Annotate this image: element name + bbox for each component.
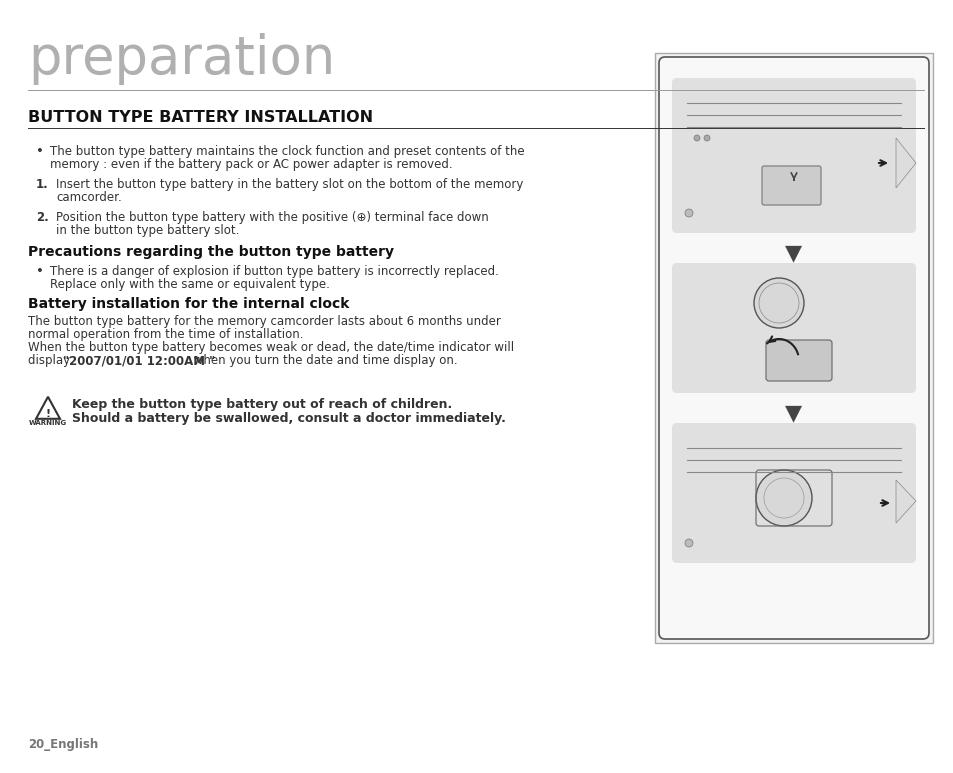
Text: 2.: 2.	[36, 211, 49, 224]
Text: in the button type battery slot.: in the button type battery slot.	[56, 224, 239, 237]
Text: Position the button type battery with the positive (⊕) terminal face down: Position the button type battery with th…	[56, 211, 488, 224]
FancyBboxPatch shape	[672, 67, 914, 175]
Text: ▼: ▼	[784, 243, 801, 263]
Text: 1.: 1.	[36, 178, 49, 191]
Text: when you turn the date and time display on.: when you turn the date and time display …	[190, 354, 457, 367]
FancyBboxPatch shape	[791, 113, 814, 129]
Text: Replace only with the same or equivalent type.: Replace only with the same or equivalent…	[50, 278, 330, 291]
Text: !: !	[46, 409, 51, 419]
Circle shape	[693, 135, 700, 141]
FancyBboxPatch shape	[763, 87, 803, 109]
Circle shape	[766, 113, 783, 130]
Text: preparation: preparation	[28, 33, 335, 85]
FancyBboxPatch shape	[765, 340, 831, 381]
FancyBboxPatch shape	[761, 166, 821, 205]
Circle shape	[753, 278, 803, 328]
Text: Keep the button type battery out of reach of children.: Keep the button type battery out of reac…	[71, 398, 452, 411]
Circle shape	[755, 470, 811, 526]
Text: "2007/01/01 12:00AM ": "2007/01/01 12:00AM "	[63, 354, 215, 367]
Text: The button type battery maintains the clock function and preset contents of the: The button type battery maintains the cl…	[50, 145, 524, 158]
Text: Precautions regarding the button type battery: Precautions regarding the button type ba…	[28, 245, 394, 259]
Text: The button type battery for the memory camcorder lasts about 6 months under: The button type battery for the memory c…	[28, 315, 500, 328]
Text: normal operation from the time of installation.: normal operation from the time of instal…	[28, 328, 303, 341]
FancyBboxPatch shape	[741, 102, 825, 141]
Text: BUTTON TYPE BATTERY INSTALLATION: BUTTON TYPE BATTERY INSTALLATION	[28, 110, 373, 125]
Text: camcorder.: camcorder.	[56, 191, 122, 204]
FancyBboxPatch shape	[659, 57, 928, 639]
Circle shape	[684, 539, 692, 547]
FancyBboxPatch shape	[655, 53, 932, 643]
Circle shape	[684, 209, 692, 217]
Circle shape	[770, 117, 779, 125]
FancyBboxPatch shape	[671, 263, 915, 393]
Text: There is a danger of explosion if button type battery is incorrectly replaced.: There is a danger of explosion if button…	[50, 265, 498, 278]
Text: •: •	[36, 145, 44, 158]
Text: •: •	[36, 265, 44, 278]
Text: display: display	[28, 354, 73, 367]
Polygon shape	[895, 480, 915, 523]
Text: Should a battery be swallowed, consult a doctor immediately.: Should a battery be swallowed, consult a…	[71, 412, 505, 425]
Text: WARNING: WARNING	[29, 420, 67, 426]
Text: ▼: ▼	[784, 403, 801, 423]
Text: Insert the button type battery in the battery slot on the bottom of the memory: Insert the button type battery in the ba…	[56, 178, 523, 191]
FancyBboxPatch shape	[671, 423, 915, 563]
Text: When the button type battery becomes weak or dead, the date/time indicator will: When the button type battery becomes wea…	[28, 341, 514, 354]
Text: 20_English: 20_English	[28, 738, 98, 751]
Polygon shape	[895, 138, 915, 188]
Circle shape	[703, 135, 709, 141]
Text: Battery installation for the internal clock: Battery installation for the internal cl…	[28, 297, 349, 311]
Text: memory : even if the battery pack or AC power adapter is removed.: memory : even if the battery pack or AC …	[50, 158, 452, 171]
FancyBboxPatch shape	[671, 78, 915, 233]
